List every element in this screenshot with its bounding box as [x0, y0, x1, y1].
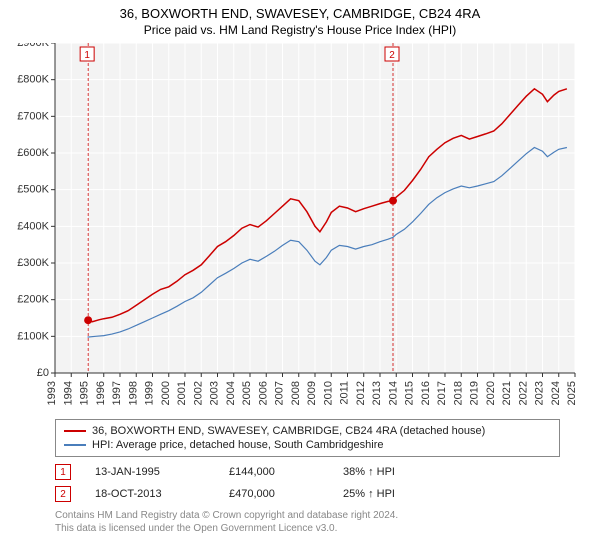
- legend-label: HPI: Average price, detached house, Sout…: [92, 439, 383, 451]
- legend-item: HPI: Average price, detached house, Sout…: [64, 438, 551, 452]
- svg-text:1998: 1998: [127, 381, 139, 405]
- svg-text:2003: 2003: [209, 381, 221, 405]
- svg-text:2006: 2006: [257, 381, 269, 405]
- svg-text:1996: 1996: [95, 381, 107, 405]
- event-hpi-delta: 25% ↑ HPI: [343, 488, 395, 500]
- svg-text:2011: 2011: [339, 381, 351, 405]
- svg-text:2024: 2024: [550, 381, 562, 405]
- svg-text:2: 2: [389, 50, 395, 61]
- price-chart: £0 £100K £200K £300K £400K £500K £600K £700K £80…: [0, 43, 600, 413]
- svg-text:£100K: £100K: [17, 330, 49, 342]
- event-row: 1 13-JAN-1995 £144,000 38% ↑ HPI: [55, 461, 560, 483]
- svg-text:2013: 2013: [371, 381, 383, 405]
- svg-text:2020: 2020: [485, 381, 497, 405]
- svg-text:£900K: £900K: [17, 43, 49, 49]
- svg-text:2001: 2001: [176, 381, 188, 405]
- legend-label: 36, BOXWORTH END, SWAVESEY, CAMBRIDGE, C…: [92, 425, 485, 437]
- svg-text:2025: 2025: [566, 381, 578, 405]
- attribution-line1: Contains HM Land Registry data © Crown c…: [55, 509, 560, 522]
- svg-text:£600K: £600K: [17, 147, 49, 159]
- svg-text:2005: 2005: [241, 381, 253, 405]
- svg-text:2015: 2015: [404, 381, 416, 405]
- title-subtitle: Price paid vs. HM Land Registry's House …: [0, 21, 600, 43]
- sale-point-2: [389, 197, 397, 205]
- event-hpi-delta: 38% ↑ HPI: [343, 466, 395, 478]
- svg-text:£400K: £400K: [17, 220, 49, 232]
- legend: 36, BOXWORTH END, SWAVESEY, CAMBRIDGE, C…: [55, 419, 560, 457]
- svg-text:1993: 1993: [46, 381, 58, 405]
- svg-text:2012: 2012: [355, 381, 367, 405]
- svg-text:2002: 2002: [192, 381, 204, 405]
- svg-text:£200K: £200K: [17, 294, 49, 306]
- attribution: Contains HM Land Registry data © Crown c…: [55, 509, 560, 535]
- chart-svg: £0 £100K £200K £300K £400K £500K £600K £700K £80…: [0, 43, 600, 413]
- svg-text:£500K: £500K: [17, 184, 49, 196]
- legend-item: 36, BOXWORTH END, SWAVESEY, CAMBRIDGE, C…: [64, 424, 551, 438]
- svg-text:2018: 2018: [452, 381, 464, 405]
- svg-text:2010: 2010: [322, 381, 334, 405]
- attribution-line2: This data is licensed under the Open Gov…: [55, 522, 560, 535]
- event-date: 13-JAN-1995: [95, 466, 205, 478]
- svg-text:£300K: £300K: [17, 257, 49, 269]
- svg-text:1994: 1994: [62, 381, 74, 405]
- transaction-events: 1 13-JAN-1995 £144,000 38% ↑ HPI 2 18-OCT-201…: [55, 461, 560, 505]
- svg-text:2019: 2019: [469, 381, 481, 405]
- svg-text:2016: 2016: [420, 381, 432, 405]
- svg-text:1995: 1995: [79, 381, 91, 405]
- svg-text:2004: 2004: [225, 381, 237, 405]
- event-marker: 2: [55, 486, 71, 502]
- svg-text:£700K: £700K: [17, 110, 49, 122]
- svg-text:2009: 2009: [306, 381, 318, 405]
- svg-text:2007: 2007: [274, 381, 286, 405]
- svg-text:2022: 2022: [517, 381, 529, 405]
- event-row: 2 18-OCT-2013 £470,000 25% ↑ HPI: [55, 483, 560, 505]
- legend-swatch: [64, 444, 86, 446]
- svg-text:1999: 1999: [144, 381, 156, 405]
- svg-text:2014: 2014: [387, 381, 399, 405]
- sale-point-1: [84, 316, 92, 324]
- event-price: £144,000: [229, 466, 319, 478]
- svg-text:£800K: £800K: [17, 74, 49, 86]
- svg-text:2023: 2023: [534, 381, 546, 405]
- event-date: 18-OCT-2013: [95, 488, 205, 500]
- event-price: £470,000: [229, 488, 319, 500]
- svg-text:1997: 1997: [111, 381, 123, 405]
- svg-text:2017: 2017: [436, 381, 448, 405]
- svg-text:2008: 2008: [290, 381, 302, 405]
- legend-swatch: [64, 430, 86, 432]
- event-marker: 1: [55, 464, 71, 480]
- svg-text:2021: 2021: [501, 381, 513, 405]
- svg-text:£0: £0: [37, 367, 49, 379]
- svg-text:1: 1: [84, 50, 90, 61]
- title-address: 36, BOXWORTH END, SWAVESEY, CAMBRIDGE, C…: [0, 0, 600, 21]
- svg-text:2000: 2000: [160, 381, 172, 405]
